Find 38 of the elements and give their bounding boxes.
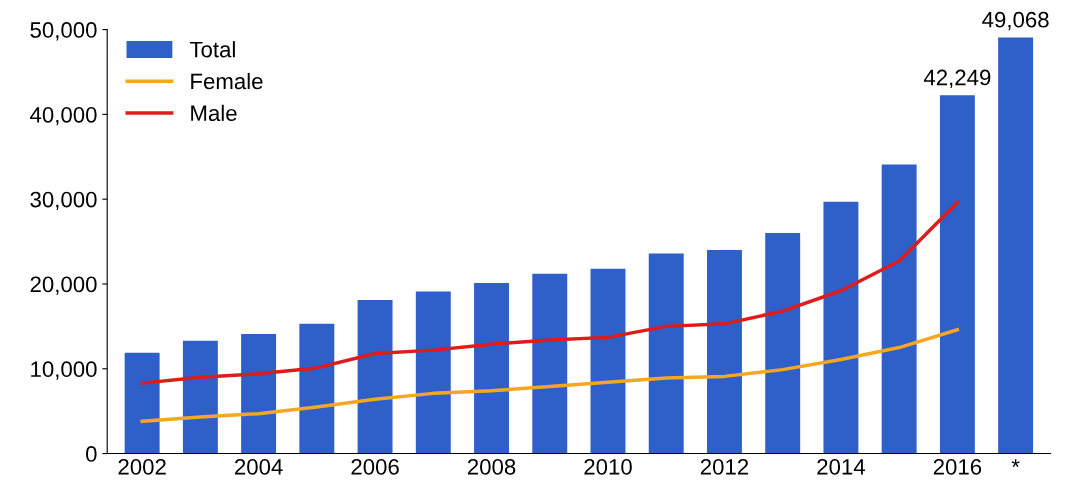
- y-tick-label: 40,000: [30, 106, 97, 126]
- bar: [823, 201, 859, 454]
- bar: [881, 164, 917, 454]
- bar: [765, 233, 801, 454]
- x-tick-label: 2004: [235, 459, 283, 475]
- bar: [357, 300, 393, 454]
- bar: [241, 334, 277, 454]
- bar: [590, 268, 626, 454]
- legend-label: Total: [189, 41, 235, 58]
- x-tick-label: 2016: [933, 459, 982, 475]
- x-tick-label: 2014: [817, 459, 865, 475]
- bar: [182, 340, 218, 454]
- y-tick-label: 50,000: [30, 22, 97, 41]
- bar: [532, 273, 568, 454]
- bar: [648, 253, 684, 454]
- y-tick-label: 30,000: [30, 191, 97, 211]
- legend-label: Male: [191, 104, 237, 122]
- x-tick-label: 2008: [467, 459, 516, 475]
- y-tick-label: 20,000: [30, 276, 97, 295]
- x-tick-label: 2010: [584, 459, 632, 475]
- bar: [939, 95, 975, 454]
- legend-label: Female: [191, 72, 263, 90]
- bar: [706, 250, 742, 454]
- x-tick-label: 2002: [118, 459, 166, 475]
- bar: [415, 291, 451, 454]
- bar: [299, 323, 335, 454]
- line-series: [140, 328, 960, 424]
- x-tick-label: 2006: [351, 459, 399, 475]
- x-tick-label: *: [1011, 459, 1020, 468]
- bar: [474, 283, 509, 454]
- data-label: 42,249: [923, 69, 991, 88]
- bar: [998, 37, 1034, 454]
- bar: [124, 352, 160, 454]
- y-tick-label: 10,000: [31, 361, 97, 380]
- data-label: 49,068: [982, 11, 1049, 31]
- x-tick-label: 2012: [700, 459, 749, 475]
- y-tick-label: 0: [85, 446, 97, 462]
- line-series: [140, 200, 960, 385]
